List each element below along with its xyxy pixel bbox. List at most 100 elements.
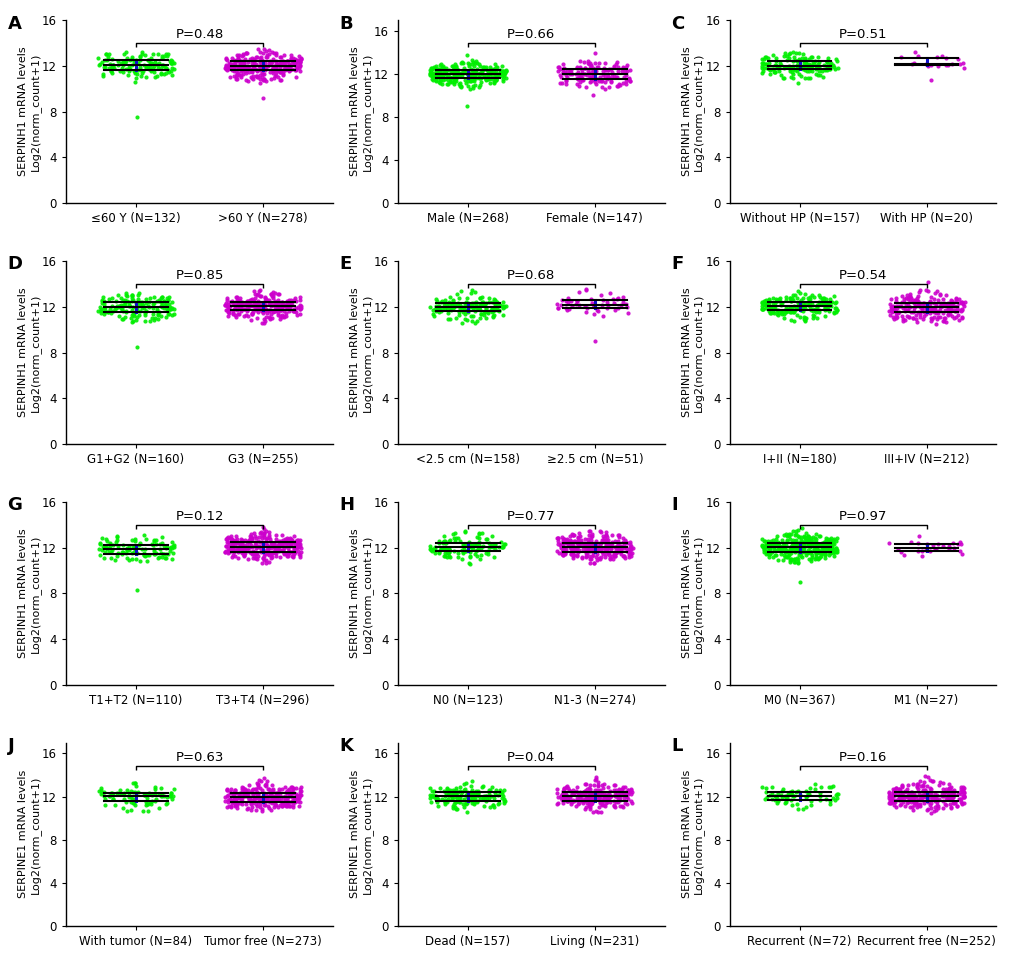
Point	[237, 72, 254, 88]
Point	[284, 544, 301, 560]
Point	[267, 294, 283, 309]
Point	[769, 785, 786, 800]
Point	[258, 776, 274, 792]
Point	[230, 789, 247, 804]
Point	[820, 541, 837, 557]
Point	[576, 60, 592, 75]
Point	[942, 781, 958, 796]
Point	[228, 797, 245, 813]
Point	[427, 301, 443, 317]
Point	[592, 524, 608, 539]
Point	[459, 784, 475, 799]
Point	[896, 790, 912, 805]
Point	[437, 785, 453, 800]
Point	[492, 64, 508, 79]
Point	[252, 534, 268, 549]
Point	[284, 793, 301, 808]
Point	[799, 536, 815, 552]
Point	[463, 308, 479, 324]
Point	[484, 309, 500, 325]
Point	[788, 62, 804, 77]
Point	[904, 794, 920, 809]
Point	[233, 534, 250, 550]
Point	[286, 51, 303, 66]
Point	[615, 550, 632, 565]
Point	[558, 302, 575, 318]
Point	[146, 296, 162, 311]
Point	[817, 531, 834, 546]
Point	[247, 61, 263, 76]
Point	[100, 49, 116, 65]
Y-axis label: SERPINH1 mRNA levels
Log2(norm_count+1): SERPINH1 mRNA levels Log2(norm_count+1)	[18, 529, 41, 659]
Point	[291, 292, 308, 307]
Point	[472, 302, 488, 318]
Point	[218, 299, 234, 314]
Point	[610, 530, 627, 545]
Point	[149, 300, 165, 316]
Point	[794, 543, 810, 559]
Point	[769, 536, 786, 552]
Point	[948, 302, 964, 318]
Point	[771, 58, 788, 73]
Point	[460, 56, 476, 71]
Point	[919, 298, 935, 313]
Point	[916, 782, 932, 797]
Point	[280, 785, 297, 800]
Point	[814, 534, 830, 550]
Point	[430, 68, 446, 84]
Point	[271, 56, 287, 71]
Point	[794, 549, 810, 564]
Point	[276, 61, 292, 76]
Point	[273, 299, 289, 315]
Point	[614, 531, 631, 546]
Y-axis label: SERPINH1 mRNA levels
Log2(norm_count+1): SERPINH1 mRNA levels Log2(norm_count+1)	[350, 47, 372, 176]
Point	[451, 779, 468, 794]
Point	[430, 535, 446, 551]
Point	[107, 553, 123, 568]
Point	[429, 63, 445, 78]
Point	[164, 792, 180, 807]
Point	[789, 59, 805, 74]
Point	[954, 790, 970, 805]
Point	[485, 65, 501, 81]
Point	[137, 547, 153, 562]
Point	[150, 311, 166, 326]
Point	[915, 795, 931, 811]
Point	[575, 541, 591, 557]
Point	[584, 66, 600, 82]
Point	[768, 303, 785, 319]
Point	[239, 73, 256, 89]
Point	[254, 66, 270, 82]
Point	[909, 792, 925, 807]
Point	[892, 49, 908, 65]
Point	[446, 799, 463, 815]
Point	[141, 61, 157, 76]
Point	[880, 303, 897, 319]
Point	[148, 792, 164, 807]
Point	[606, 302, 623, 318]
Point	[810, 550, 826, 565]
Point	[782, 304, 798, 320]
Point	[555, 792, 572, 807]
Point	[884, 786, 901, 801]
Point	[485, 538, 501, 554]
Point	[920, 294, 936, 309]
Point	[105, 58, 121, 73]
Point	[265, 539, 281, 555]
Point	[481, 783, 497, 798]
Point	[268, 548, 284, 563]
Point	[278, 59, 294, 74]
Point	[266, 303, 282, 319]
Point	[276, 56, 292, 71]
Point	[225, 306, 242, 322]
Point	[754, 301, 770, 317]
Point	[443, 297, 460, 312]
Point	[230, 790, 247, 805]
Point	[951, 791, 967, 806]
Point	[247, 529, 263, 544]
Point	[944, 790, 960, 805]
Point	[891, 793, 907, 808]
Point	[247, 537, 263, 553]
Point	[263, 44, 279, 60]
Point	[475, 69, 491, 85]
